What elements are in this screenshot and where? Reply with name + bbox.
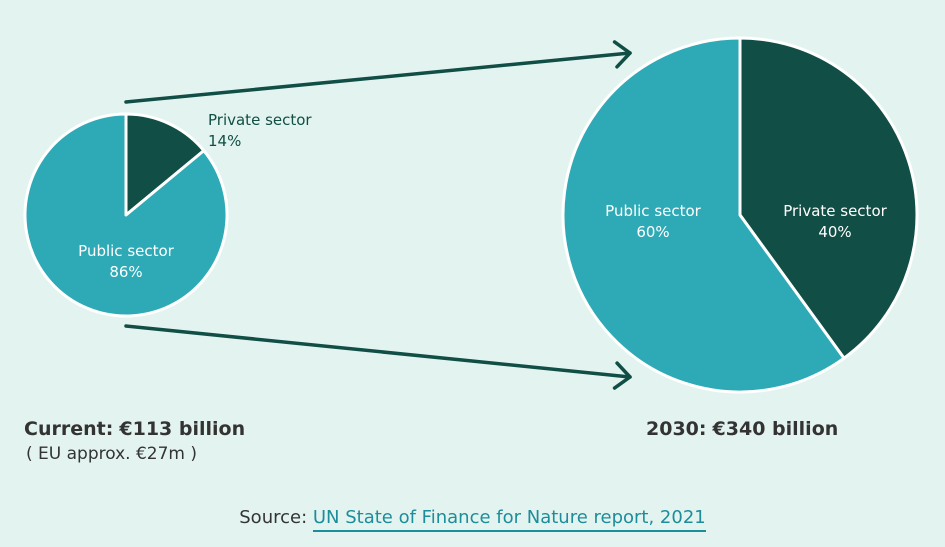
pie-0-label-public: Public sector <box>78 242 175 260</box>
current-caption: Current: €113 billion <box>24 418 246 440</box>
arrow-top <box>124 40 632 104</box>
pie-0-label-private: Private sector <box>208 111 312 129</box>
pie-1-value-public: 60% <box>636 223 669 241</box>
source-prefix: Source: <box>239 507 308 528</box>
pie-0-slice-private <box>124 112 206 217</box>
pie-1-slice-private <box>738 36 919 360</box>
pie-current: Private sector 14% Public sector 86% <box>23 111 312 318</box>
pie-1-slice-public <box>561 36 846 394</box>
pie-0-value-private: 14% <box>208 132 241 150</box>
source-link[interactable]: UN State of Finance for Nature report, 2… <box>312 507 706 532</box>
current-caption-value: €113 billion <box>119 418 246 440</box>
pie-2030: Private sector 40% Public sector 60% <box>561 36 919 394</box>
growth-arrows <box>124 40 632 390</box>
pie-0-value-public: 86% <box>109 263 142 281</box>
pie-1-label-private: Private sector <box>783 202 887 220</box>
future-caption: 2030: €340 billion <box>646 418 839 440</box>
arrow-bottom <box>124 324 632 390</box>
future-caption-label: 2030 <box>646 418 699 440</box>
source-line: Source: UN State of Finance for Nature r… <box>0 507 945 532</box>
current-caption-label: Current <box>24 418 106 440</box>
pie-0-slice-public <box>23 112 229 318</box>
pie-1-label-public: Public sector <box>605 202 702 220</box>
future-caption-value: €340 billion <box>712 418 839 440</box>
pie-1-value-private: 40% <box>818 223 851 241</box>
current-subcaption: ( EU approx. €27m ) <box>26 444 198 464</box>
